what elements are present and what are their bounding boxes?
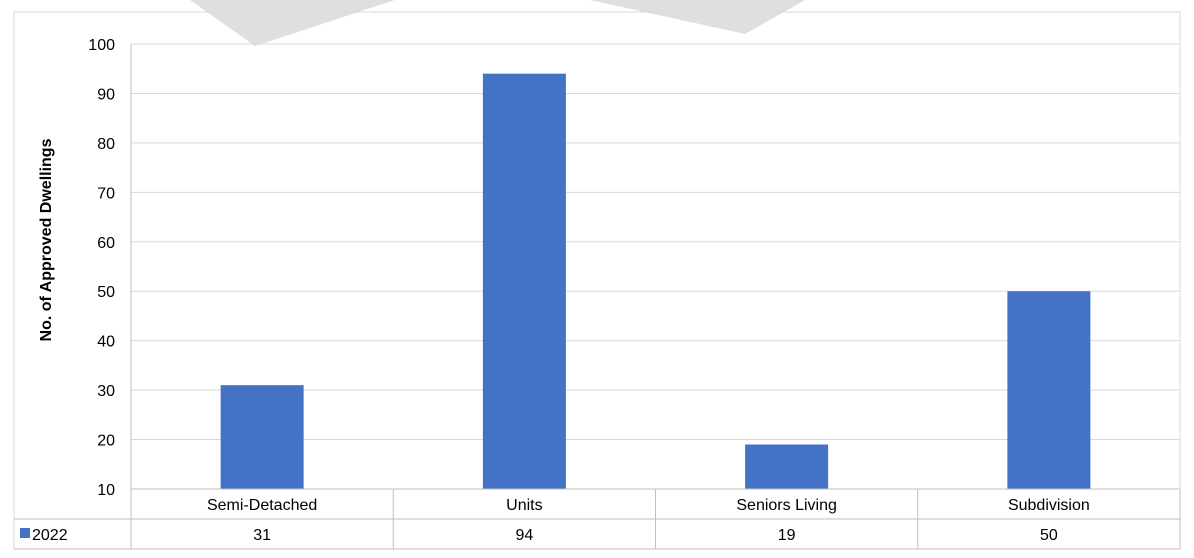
y-axis-title: No. of Approved Dwellings xyxy=(38,138,55,341)
category-label: Units xyxy=(506,497,542,514)
data-table-value: 19 xyxy=(778,527,796,544)
y-tick-label: 10 xyxy=(97,482,115,499)
legend-swatch xyxy=(20,528,30,538)
watermark-shape-right xyxy=(590,0,805,34)
gridlines xyxy=(131,43,1180,441)
data-table-value: 50 xyxy=(1040,527,1058,544)
y-tick-label: 50 xyxy=(97,284,115,301)
data-table-value: 94 xyxy=(515,527,533,544)
data-table-value: 31 xyxy=(253,527,271,544)
bar xyxy=(482,73,566,490)
category-label: Semi-Detached xyxy=(207,497,317,514)
watermark xyxy=(190,0,805,46)
bars xyxy=(220,73,1091,490)
y-tick-label: 30 xyxy=(97,383,115,400)
y-tick-label: 80 xyxy=(97,136,115,153)
category-label: Seniors Living xyxy=(736,497,837,514)
bar xyxy=(1007,291,1091,489)
y-tick-label: 100 xyxy=(88,37,115,54)
y-tick-label: 40 xyxy=(97,334,115,351)
chart-border xyxy=(13,11,1181,550)
bar xyxy=(220,385,304,489)
watermark-shape-left xyxy=(190,0,395,46)
bar xyxy=(745,444,829,489)
category-label: Subdivision xyxy=(1008,497,1090,514)
axes: 10 20 30 40 50 60 70 80 90 100 xyxy=(88,37,115,499)
y-tick-label: 90 xyxy=(97,86,115,103)
legend-label: 2022 xyxy=(32,527,68,544)
data-table: Semi-Detached 31 Units 94 Seniors Living 19 Su… xyxy=(14,44,1181,550)
y-tick-label: 70 xyxy=(97,185,115,202)
y-tick-label: 60 xyxy=(97,235,115,252)
y-tick-label: 20 xyxy=(97,433,115,450)
